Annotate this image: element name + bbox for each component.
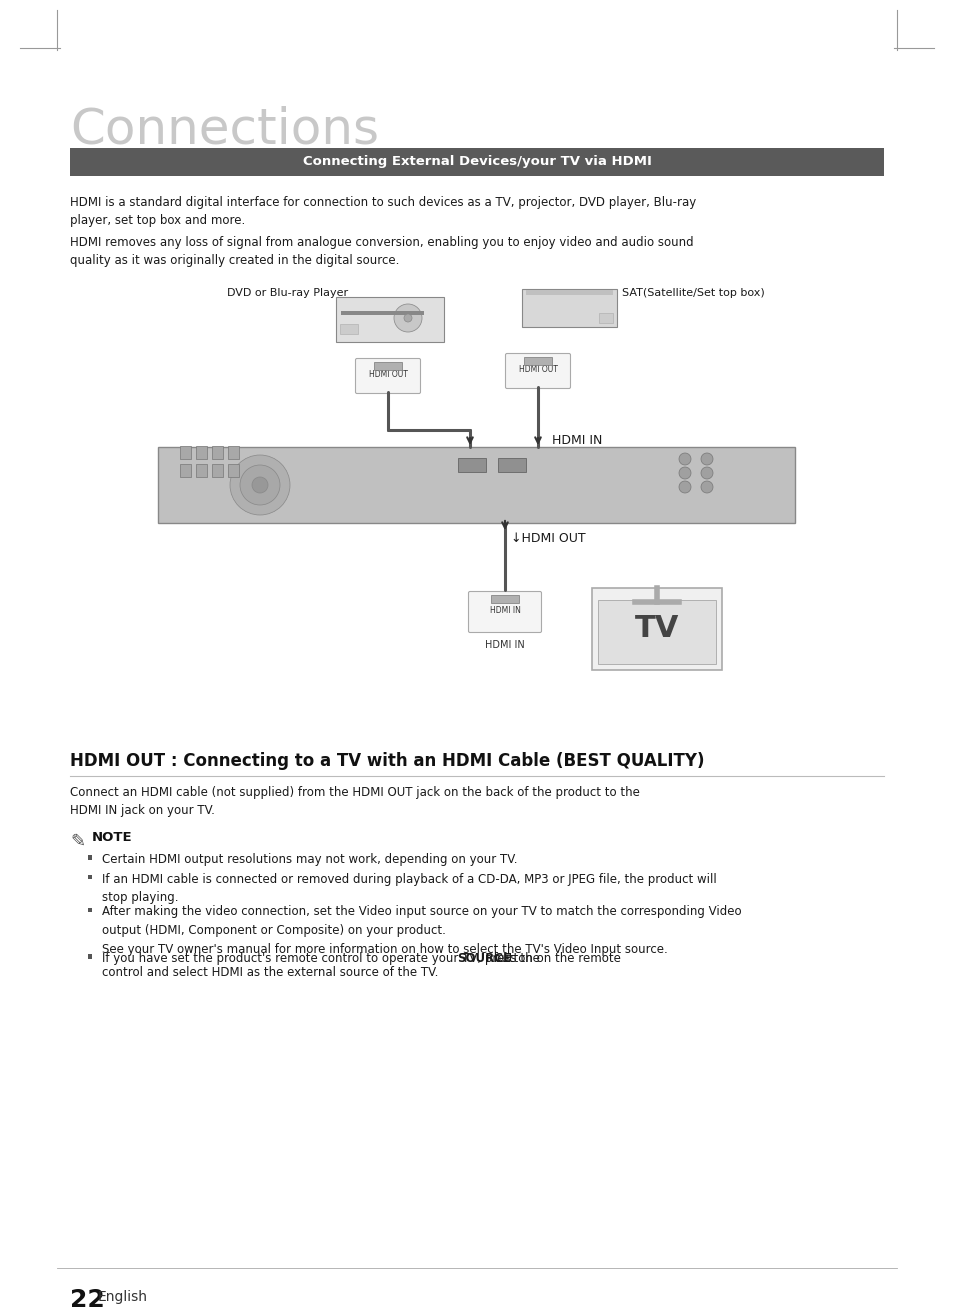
Bar: [491, 595, 518, 603]
Text: HDMI OUT : Connecting to a TV with an HDMI Cable (BEST QUALITY): HDMI OUT : Connecting to a TV with an HD…: [70, 752, 703, 770]
Bar: [212, 446, 223, 459]
FancyBboxPatch shape: [468, 592, 541, 633]
Circle shape: [679, 481, 690, 493]
Circle shape: [679, 454, 690, 465]
Bar: [158, 447, 794, 523]
Bar: [88, 855, 92, 860]
Text: HDMI is a standard digital interface for connection to such devices as a TV, pro: HDMI is a standard digital interface for…: [70, 196, 696, 227]
Bar: [374, 362, 401, 370]
Bar: [195, 464, 207, 477]
Text: DVD or Blu-ray Player: DVD or Blu-ray Player: [227, 288, 348, 298]
Circle shape: [700, 467, 712, 478]
Bar: [88, 874, 92, 880]
Circle shape: [240, 465, 280, 505]
Bar: [228, 446, 239, 459]
Circle shape: [230, 455, 290, 515]
Text: TV: TV: [634, 614, 679, 643]
Bar: [523, 357, 552, 365]
Bar: [497, 457, 525, 472]
Bar: [228, 464, 239, 477]
Text: SAT(Satellite/Set top box): SAT(Satellite/Set top box): [621, 288, 764, 298]
Bar: [592, 588, 721, 670]
Text: control and select HDMI as the external source of the TV.: control and select HDMI as the external …: [102, 966, 438, 979]
Text: Connections: Connections: [70, 105, 378, 153]
Text: button on the remote: button on the remote: [489, 951, 620, 965]
Bar: [457, 457, 485, 472]
Text: HDMI IN: HDMI IN: [485, 640, 524, 650]
FancyBboxPatch shape: [505, 353, 570, 388]
Text: Connecting External Devices/your TV via HDMI: Connecting External Devices/your TV via …: [302, 156, 651, 169]
Bar: [339, 324, 357, 335]
Bar: [88, 954, 92, 958]
Bar: [212, 464, 223, 477]
Text: HDMI IN: HDMI IN: [552, 434, 601, 447]
Text: If an HDMI cable is connected or removed during playback of a CD-DA, MP3 or JPEG: If an HDMI cable is connected or removed…: [102, 873, 716, 904]
Bar: [598, 312, 613, 323]
Circle shape: [700, 481, 712, 493]
Text: English: English: [98, 1290, 148, 1304]
Text: HDMI removes any loss of signal from analogue conversion, enabling you to enjoy : HDMI removes any loss of signal from ana…: [70, 237, 693, 267]
Text: NOTE: NOTE: [91, 831, 132, 844]
Bar: [335, 298, 443, 342]
Text: HDMI IN: HDMI IN: [489, 605, 520, 614]
Bar: [340, 311, 423, 315]
Text: ✎: ✎: [70, 833, 85, 851]
Text: ↓HDMI OUT: ↓HDMI OUT: [511, 532, 585, 545]
FancyBboxPatch shape: [355, 358, 420, 393]
Bar: [88, 907, 92, 912]
Text: 22: 22: [70, 1287, 105, 1307]
Bar: [522, 289, 617, 327]
Bar: [180, 446, 191, 459]
Circle shape: [700, 454, 712, 465]
Text: Connect an HDMI cable (not supplied) from the HDMI OUT jack on the back of the p: Connect an HDMI cable (not supplied) fro…: [70, 786, 639, 817]
Circle shape: [394, 305, 421, 332]
Bar: [180, 464, 191, 477]
Circle shape: [679, 467, 690, 478]
Circle shape: [403, 314, 412, 322]
Text: After making the video connection, set the Video input source on your TV to matc: After making the video connection, set t…: [102, 906, 740, 955]
Circle shape: [252, 477, 268, 493]
Text: If you have set the product's remote control to operate your TV, press the: If you have set the product's remote con…: [102, 951, 543, 965]
Text: Certain HDMI output resolutions may not work, depending on your TV.: Certain HDMI output resolutions may not …: [102, 853, 517, 867]
Text: HDMI OUT: HDMI OUT: [518, 365, 557, 374]
Bar: [598, 600, 716, 664]
Bar: [526, 290, 613, 295]
Bar: [195, 446, 207, 459]
Text: SOURCE: SOURCE: [456, 951, 510, 965]
Text: HDMI OUT: HDMI OUT: [368, 370, 407, 379]
Bar: [70, 148, 883, 176]
